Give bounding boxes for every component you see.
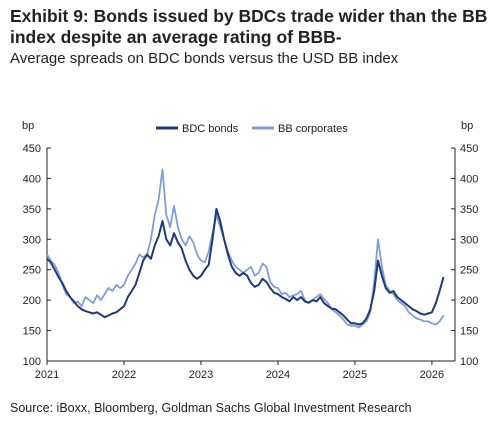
x-tick-label: 2023 [189, 369, 213, 381]
y-tick-label-right: 400 [460, 173, 478, 185]
y-axis-label-right: bp [461, 120, 473, 132]
x-tick-label: 2021 [35, 369, 59, 381]
x-tick-label: 2026 [420, 369, 444, 381]
y-axis-label-left: bp [22, 120, 34, 132]
y-tick-label-left: 300 [23, 234, 41, 246]
legend-label-bdc-bonds: BDC bonds [182, 123, 239, 135]
chart-title: Exhibit 9: Bonds issued by BDCs trade wi… [10, 6, 488, 47]
y-tick-label-left: 450 [23, 143, 41, 155]
legend-label-bb-corporates: BB corporates [278, 123, 348, 135]
y-tick-label-right: 200 [460, 295, 478, 307]
y-tick-label-right: 450 [460, 143, 478, 155]
line-chart: 100 100 150 150 200 200 250 250 300 300 350 350 400 4… [22, 120, 479, 381]
y-tick-label-right: 350 [460, 204, 478, 216]
y-tick-label-left: 150 [23, 326, 41, 338]
y-tick-label-right: 250 [460, 265, 478, 277]
source-note: Source: iBoxx, Bloomberg, Goldman Sachs … [10, 401, 412, 415]
y-tick-label-left: 100 [23, 356, 41, 368]
chart-subtitle: Average spreads on BDC bonds versus the … [10, 50, 399, 67]
series-line-bb-corporates [46, 168, 445, 329]
y-tick-label-left: 250 [23, 265, 41, 277]
chart-axes: 100 100 150 150 200 200 250 250 300 300 350 350 400 4… [23, 143, 479, 381]
y-tick-label-right: 300 [460, 234, 478, 246]
series-line-bdc-bonds [46, 207, 445, 326]
y-tick-label-left: 400 [23, 173, 41, 185]
x-tick-label: 2024 [266, 369, 290, 381]
x-tick-label: 2022 [112, 369, 136, 381]
y-tick-label-left: 350 [23, 204, 41, 216]
chart-series [46, 168, 445, 329]
y-tick-label-right: 150 [460, 326, 478, 338]
y-tick-label-right: 100 [460, 356, 478, 368]
y-tick-label-left: 200 [23, 295, 41, 307]
x-tick-label: 2025 [343, 369, 367, 381]
chart-legend: BDC bonds BB corporates [156, 123, 348, 135]
